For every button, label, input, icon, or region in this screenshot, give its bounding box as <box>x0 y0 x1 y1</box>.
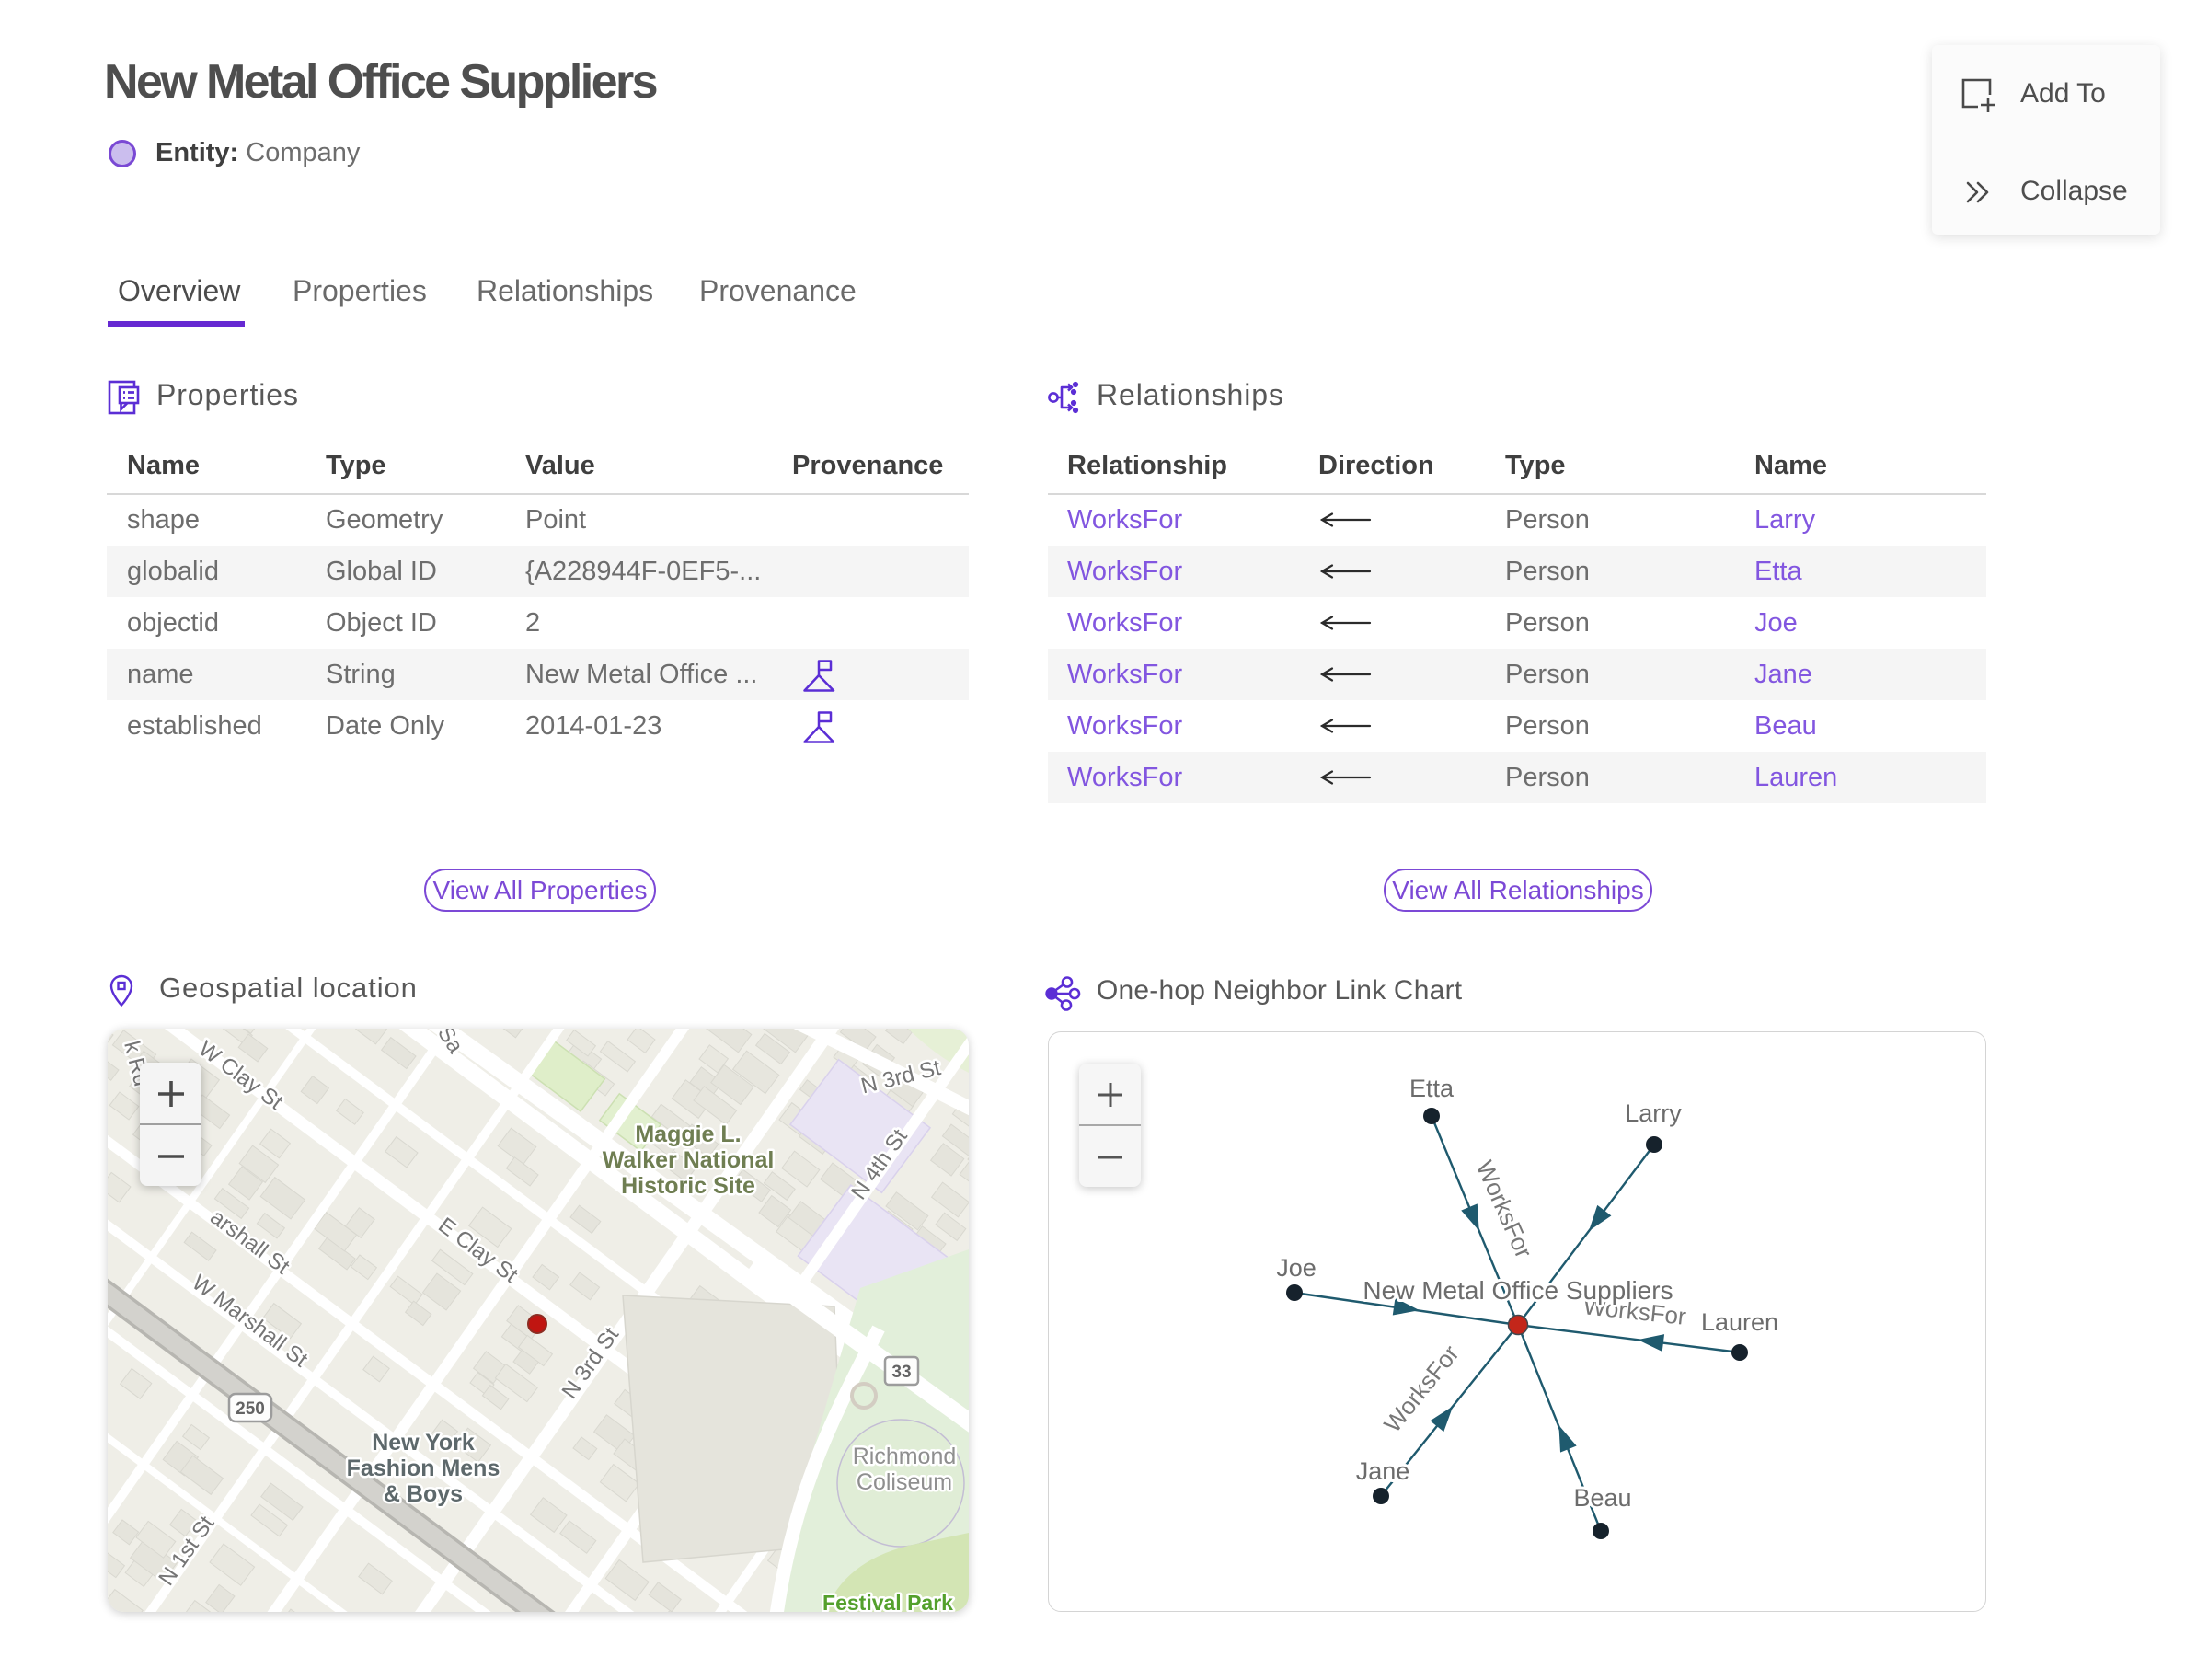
svg-text:250: 250 <box>236 1399 265 1419</box>
svg-text:Beau: Beau <box>1573 1484 1631 1512</box>
svg-text:New Metal Office Suppliers: New Metal Office Suppliers <box>1363 1276 1673 1305</box>
svg-text:Lauren: Lauren <box>1701 1308 1778 1336</box>
svg-text:Joe: Joe <box>1276 1254 1317 1282</box>
svg-text:Etta: Etta <box>1409 1075 1455 1102</box>
svg-text:Larry: Larry <box>1625 1099 1682 1127</box>
svg-text:WorksFor: WorksFor <box>1378 1340 1465 1438</box>
svg-text:WorksFor: WorksFor <box>1471 1156 1538 1262</box>
svg-text:Jane: Jane <box>1356 1457 1410 1485</box>
svg-text:Festival Park: Festival Park <box>822 1591 953 1612</box>
svg-text:33: 33 <box>891 1363 911 1382</box>
